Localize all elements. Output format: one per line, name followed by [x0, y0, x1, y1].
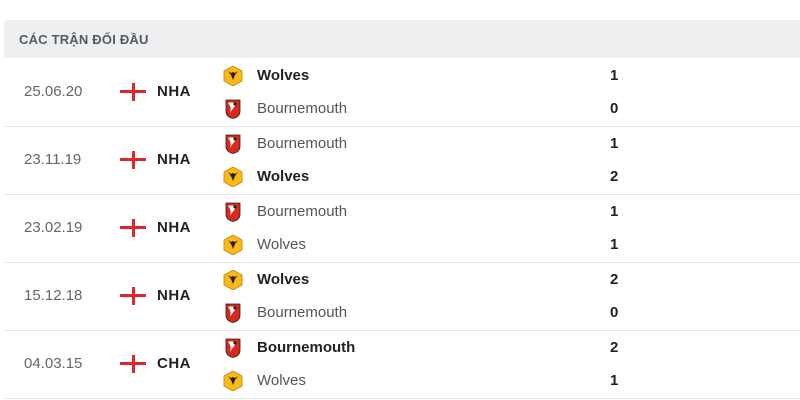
section-title: CÁC TRẬN ĐỐI ĐẦU [19, 32, 149, 47]
england-flag-icon [120, 219, 146, 237]
match-row[interactable]: 04.03.15 CHA Bournemouth 2 Wolves 1 [4, 331, 800, 399]
england-flag-icon [120, 151, 146, 169]
section-header: CÁC TRẬN ĐỐI ĐẦU [4, 20, 800, 58]
team-score: 1 [610, 236, 619, 253]
match-row[interactable]: 23.11.19 NHA Bournemouth 1 Wolves 2 [4, 127, 800, 195]
team-line: Bournemouth 0 [223, 97, 800, 121]
match-date: 23.11.19 [24, 151, 82, 168]
team-score: 0 [610, 304, 619, 321]
team-name: Wolves [257, 271, 310, 288]
team-line: Wolves 2 [223, 268, 800, 292]
team-line: Bournemouth 2 [223, 336, 800, 360]
team-name: Bournemouth [257, 135, 348, 152]
head-to-head-list: 25.06.20 NHA Wolves 1 Bournemouth 0 23.1… [4, 59, 800, 399]
team-line: Bournemouth 1 [223, 200, 800, 224]
competition-label: NHA [157, 287, 191, 304]
england-flag-icon [120, 355, 146, 373]
team-name: Wolves [257, 372, 306, 389]
match-row[interactable]: 15.12.18 NHA Wolves 2 Bournemouth 0 [4, 263, 800, 331]
team-line: Bournemouth 0 [223, 301, 800, 325]
bournemouth-logo-icon [223, 303, 243, 323]
bournemouth-logo-icon [223, 134, 243, 154]
team-line: Wolves 2 [223, 165, 800, 189]
team-name: Bournemouth [257, 203, 348, 220]
england-flag-icon [120, 83, 146, 101]
team-score: 1 [610, 372, 619, 389]
competition-label: NHA [157, 219, 191, 236]
team-score: 2 [610, 339, 619, 356]
team-name: Bournemouth [257, 100, 348, 117]
bournemouth-logo-icon [223, 338, 243, 358]
team-line: Wolves 1 [223, 64, 800, 88]
team-score: 2 [610, 271, 619, 288]
team-score: 1 [610, 203, 619, 220]
competition-label: CHA [157, 355, 191, 372]
team-score: 1 [610, 135, 619, 152]
team-name: Wolves [257, 236, 306, 253]
bournemouth-logo-icon [223, 99, 243, 119]
team-score: 0 [610, 100, 619, 117]
wolves-logo-icon [223, 65, 243, 87]
team-name: Bournemouth [257, 339, 356, 356]
team-name: Wolves [257, 67, 310, 84]
wolves-logo-icon [223, 370, 243, 392]
match-row[interactable]: 25.06.20 NHA Wolves 1 Bournemouth 0 [4, 59, 800, 127]
competition-label: NHA [157, 151, 191, 168]
match-date: 15.12.18 [24, 287, 83, 304]
team-line: Wolves 1 [223, 233, 800, 257]
team-score: 2 [610, 168, 619, 185]
team-line: Bournemouth 1 [223, 132, 800, 156]
match-row[interactable]: 23.02.19 NHA Bournemouth 1 Wolves 1 [4, 195, 800, 263]
wolves-logo-icon [223, 166, 243, 188]
match-date: 23.02.19 [24, 219, 83, 236]
team-line: Wolves 1 [223, 369, 800, 393]
wolves-logo-icon [223, 269, 243, 291]
wolves-logo-icon [223, 234, 243, 256]
team-score: 1 [610, 67, 619, 84]
team-name: Bournemouth [257, 304, 348, 321]
match-date: 04.03.15 [24, 355, 83, 372]
competition-label: NHA [157, 83, 191, 100]
team-name: Wolves [257, 168, 310, 185]
match-date: 25.06.20 [24, 83, 83, 100]
bournemouth-logo-icon [223, 202, 243, 222]
england-flag-icon [120, 287, 146, 305]
